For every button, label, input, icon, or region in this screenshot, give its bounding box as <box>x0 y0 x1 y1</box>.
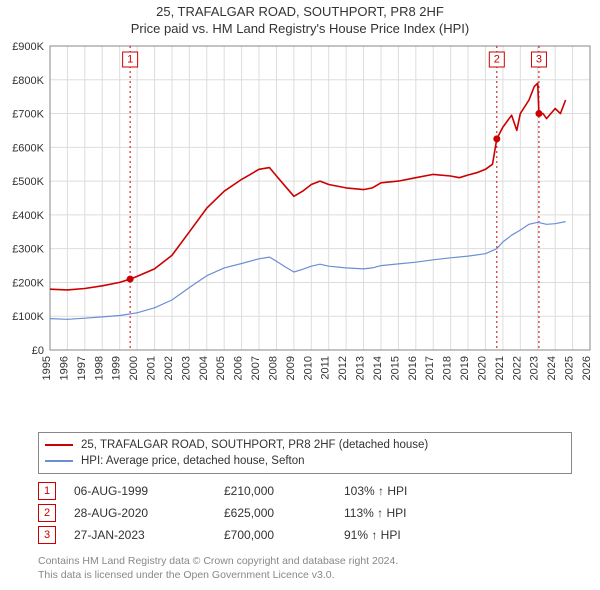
y-tick-label: £500K <box>12 176 44 188</box>
sale-marker-box: 1 <box>38 482 56 500</box>
sale-hpi: 113% ↑ HPI <box>344 506 558 520</box>
attribution: Contains HM Land Registry data © Crown c… <box>38 554 558 582</box>
x-tick-label: 2023 <box>529 356 541 380</box>
legend-label: 25, TRAFALGAR ROAD, SOUTHPORT, PR8 2HF (… <box>81 439 428 451</box>
x-tick-label: 2018 <box>442 356 454 380</box>
x-tick-label: 2015 <box>389 356 401 380</box>
x-tick-label: 2019 <box>459 356 471 380</box>
x-tick-label: 2016 <box>407 356 419 380</box>
title-sub: Price paid vs. HM Land Registry's House … <box>0 21 600 36</box>
x-tick-label: 2025 <box>564 356 576 380</box>
attribution-line: This data is licensed under the Open Gov… <box>38 568 558 582</box>
x-tick-label: 2010 <box>302 356 314 380</box>
x-tick-label: 1997 <box>76 356 88 380</box>
legend-label: HPI: Average price, detached house, Seft… <box>81 455 305 467</box>
x-tick-label: 2012 <box>337 356 349 380</box>
table-row: 3 27-JAN-2023 £700,000 91% ↑ HPI <box>38 524 558 546</box>
sale-date: 06-AUG-1999 <box>74 484 224 498</box>
y-tick-label: £300K <box>12 244 44 256</box>
x-tick-label: 2004 <box>198 356 210 380</box>
x-tick-label: 2006 <box>233 356 245 380</box>
sale-marker-number: 2 <box>494 54 500 66</box>
legend-item: 25, TRAFALGAR ROAD, SOUTHPORT, PR8 2HF (… <box>45 437 565 453</box>
y-tick-label: £400K <box>12 210 44 222</box>
sale-price: £210,000 <box>224 484 344 498</box>
y-tick-label: £600K <box>12 142 44 154</box>
x-tick-label: 2013 <box>355 356 367 380</box>
x-tick-label: 2017 <box>424 356 436 380</box>
y-tick-label: £900K <box>12 41 44 53</box>
x-tick-label: 2005 <box>215 356 227 380</box>
x-tick-label: 2021 <box>494 356 506 380</box>
x-tick-label: 1998 <box>93 356 105 380</box>
x-tick-label: 2003 <box>180 356 192 380</box>
x-tick-label: 2014 <box>372 356 384 380</box>
x-tick-label: 2022 <box>511 356 523 380</box>
table-row: 2 28-AUG-2020 £625,000 113% ↑ HPI <box>38 502 558 524</box>
sale-marker-box: 3 <box>38 526 56 544</box>
x-tick-label: 2008 <box>267 356 279 380</box>
x-tick-label: 2009 <box>285 356 297 380</box>
y-tick-label: £800K <box>12 75 44 87</box>
sale-date: 28-AUG-2020 <box>74 506 224 520</box>
sale-price: £625,000 <box>224 506 344 520</box>
y-tick-label: £100K <box>12 311 44 323</box>
x-tick-label: 2000 <box>128 356 140 380</box>
price-chart: £0 £100K £200K £300K £400K £500K £600K £700K £80… <box>0 40 600 430</box>
y-tick-label: £0 <box>32 345 44 357</box>
x-tick-label: 2011 <box>320 356 332 380</box>
y-tick-label: £700K <box>12 109 44 121</box>
sale-date: 27-JAN-2023 <box>74 528 224 542</box>
legend-swatch <box>45 444 73 446</box>
legend: 25, TRAFALGAR ROAD, SOUTHPORT, PR8 2HF (… <box>38 432 572 474</box>
sale-marker-box: 2 <box>38 504 56 522</box>
x-tick-label: 2007 <box>250 356 262 380</box>
chart-titles: 25, TRAFALGAR ROAD, SOUTHPORT, PR8 2HF P… <box>0 4 600 36</box>
legend-item: HPI: Average price, detached house, Seft… <box>45 453 565 469</box>
x-tick-label: 2026 <box>581 356 593 380</box>
table-row: 1 06-AUG-1999 £210,000 103% ↑ HPI <box>38 480 558 502</box>
x-tick-label: 1995 <box>41 356 53 380</box>
x-tick-label: 2020 <box>476 356 488 380</box>
attribution-line: Contains HM Land Registry data © Crown c… <box>38 554 558 568</box>
sales-table: 1 06-AUG-1999 £210,000 103% ↑ HPI 2 28-A… <box>38 480 558 546</box>
x-tick-label: 2001 <box>146 356 158 380</box>
x-tick-label: 1999 <box>111 356 123 380</box>
x-tick-label: 2024 <box>546 356 558 380</box>
sale-hpi: 103% ↑ HPI <box>344 484 558 498</box>
title-main: 25, TRAFALGAR ROAD, SOUTHPORT, PR8 2HF <box>0 4 600 19</box>
x-tick-label: 1996 <box>58 356 70 380</box>
x-tick-label: 2002 <box>163 356 175 380</box>
sale-hpi: 91% ↑ HPI <box>344 528 558 542</box>
sale-marker-number: 1 <box>127 54 133 66</box>
sale-price: £700,000 <box>224 528 344 542</box>
y-tick-label: £200K <box>12 277 44 289</box>
sale-marker-number: 3 <box>536 54 542 66</box>
legend-swatch <box>45 460 73 462</box>
